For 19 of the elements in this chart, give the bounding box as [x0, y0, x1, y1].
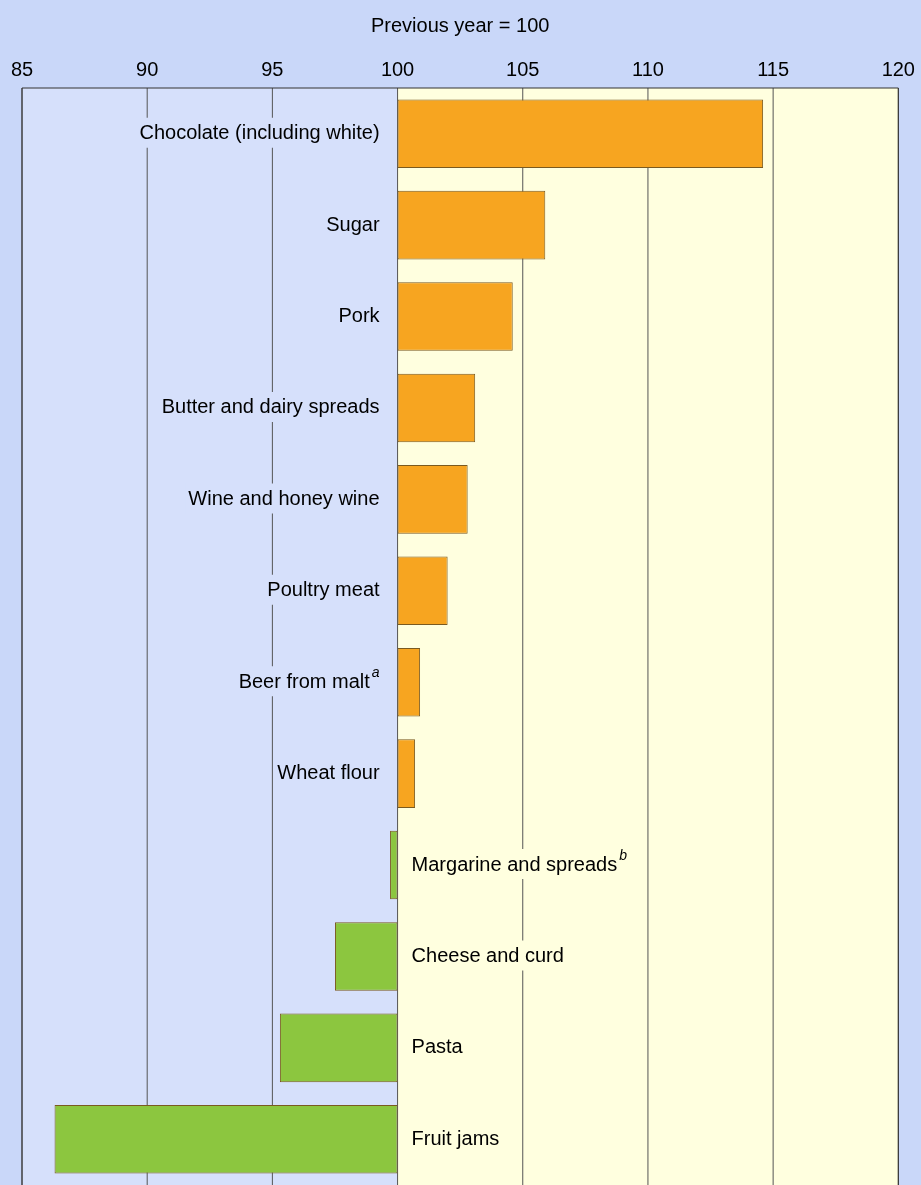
y-tick-label: Wheat flour	[277, 761, 380, 784]
y-tick-label: Poultry meat	[267, 578, 381, 601]
x-tick-label: 105	[506, 57, 540, 80]
x-tick-label: 120	[881, 57, 915, 80]
y-tick-label: Chocolate (including white)	[139, 121, 380, 144]
x-tick-label: 110	[631, 57, 664, 80]
x-axis-title: Previous year = 100	[370, 13, 550, 36]
y-tick-label: Butter and dairy spreads	[161, 395, 380, 418]
x-tick-label: 90	[136, 57, 159, 80]
y-tick-label: Cheese and curd	[411, 943, 564, 966]
y-tick-label: Wine and honey wine	[188, 486, 380, 509]
x-tick-label: 95	[261, 57, 284, 80]
y-tick-label: Pasta	[411, 1035, 464, 1058]
y-tick-label: Pork	[338, 304, 381, 327]
x-tick-label: 85	[10, 57, 34, 80]
y-tick-label: Fruit jams	[411, 1126, 500, 1149]
x-tick-label: 115	[757, 57, 790, 80]
x-tick-label: 100	[380, 57, 415, 80]
y-tick-label: Sugar	[326, 212, 380, 235]
